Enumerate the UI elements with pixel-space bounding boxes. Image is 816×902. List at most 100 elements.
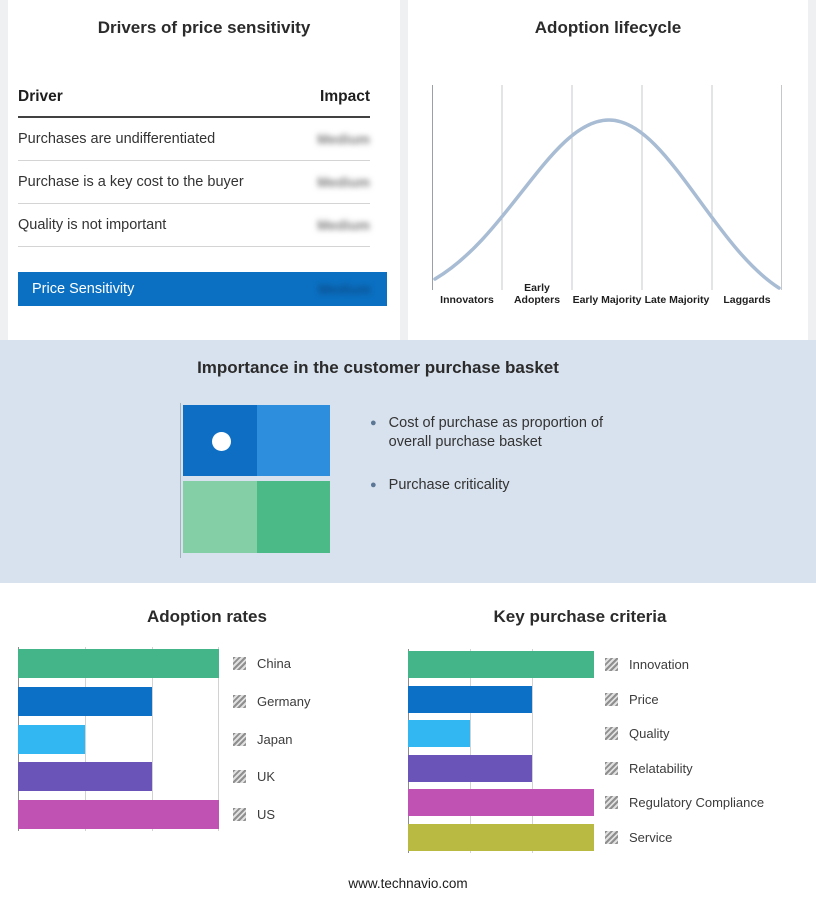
bottom-section: Adoption rates China Germany Japan UK US… xyxy=(0,583,816,902)
key-purchase-criteria-title: Key purchase criteria xyxy=(493,607,667,626)
stage-labels: Innovators Early Adopters Early Majority… xyxy=(432,281,782,306)
axis-line xyxy=(408,649,409,853)
list-item: ● Purchase criticality xyxy=(370,476,650,495)
column-header-driver: Driver xyxy=(18,88,63,105)
purchase-basket-section: Importance in the customer purchase bask… xyxy=(0,340,816,583)
drivers-panel-title: Drivers of price sensitivity xyxy=(97,18,311,37)
drivers-panel: Drivers of price sensitivity Driver Impa… xyxy=(8,0,400,340)
legend-item: Regulatory Compliance xyxy=(605,789,764,816)
legend-item: China xyxy=(233,649,310,678)
legend-swatch xyxy=(605,761,618,775)
legend-label: Quality xyxy=(629,726,670,742)
key-purchase-criteria-chart xyxy=(408,649,594,853)
driver-cell: Purchase is a key cost to the buyer xyxy=(18,174,244,190)
quadrant-cell-bottom-right xyxy=(257,481,330,553)
adoption-rates-title: Adoption rates xyxy=(147,607,267,626)
marker-dot xyxy=(212,432,231,451)
lifecycle-panel-title: Adoption lifecycle xyxy=(534,18,682,37)
bullet-list: ● Cost of purchase as proportion of over… xyxy=(370,414,650,519)
table-row: Purchases are undifferentiated Medium xyxy=(18,118,370,161)
bar-row xyxy=(408,720,594,748)
bar-service xyxy=(408,823,594,851)
legend-item: Price xyxy=(605,686,764,713)
adoption-curve-chart xyxy=(432,85,782,290)
table-header: Driver Impact xyxy=(18,88,370,118)
bar-price xyxy=(408,685,532,713)
legend-swatch xyxy=(605,692,618,706)
bar-row xyxy=(18,649,219,678)
bar-innovation xyxy=(408,651,594,678)
legend-label: UK xyxy=(257,769,276,785)
stage-label: Early Majority xyxy=(572,293,642,306)
table-row: Quality is not important Medium xyxy=(18,204,370,247)
legend-swatch xyxy=(605,658,618,671)
legend-label: Relatability xyxy=(629,760,693,776)
legend-item: UK xyxy=(233,762,310,791)
legend-swatch xyxy=(233,657,246,670)
bar-row xyxy=(408,789,594,817)
legend-swatch xyxy=(605,727,618,741)
legend-label: Price xyxy=(629,691,659,707)
impact-cell-redacted: Medium xyxy=(317,174,370,190)
purchase-basket-title: Importance in the customer purchase bask… xyxy=(197,358,559,377)
bell-curve xyxy=(433,118,781,290)
legend-label: Japan xyxy=(257,731,293,747)
legend-swatch xyxy=(233,694,246,708)
legend-label: Germany xyxy=(257,693,311,709)
impact-cell-redacted: Medium xyxy=(318,281,371,297)
legend-item: Relatability xyxy=(605,755,764,782)
price-sensitivity-row: Price Sensitivity Medium xyxy=(18,272,387,306)
bar-row xyxy=(408,823,594,851)
driver-cell: Purchases are undifferentiated xyxy=(18,131,216,147)
quadrant-axis xyxy=(180,403,181,558)
stage-label: Innovators xyxy=(440,293,494,306)
gridline xyxy=(85,647,86,831)
bar-japan xyxy=(18,724,85,754)
legend-item: US xyxy=(233,800,310,829)
legend-item: Quality xyxy=(605,720,764,747)
gridline xyxy=(470,649,471,853)
bullet-text: Purchase criticality xyxy=(388,477,510,493)
bullet-icon: ● xyxy=(370,479,377,491)
top-section: Drivers of price sensitivity Driver Impa… xyxy=(0,0,816,340)
bar-rows xyxy=(408,651,594,851)
quadrant-cell-top-left xyxy=(183,405,257,476)
legend-item: Service xyxy=(605,824,764,851)
stage-label: Laggards xyxy=(723,293,771,306)
quadrant-graphic xyxy=(183,405,330,553)
bar-us xyxy=(18,800,219,829)
bar-row xyxy=(18,762,219,792)
bar-quality xyxy=(408,720,470,748)
bar-germany xyxy=(18,686,152,716)
bar-row xyxy=(408,685,594,713)
bar-rows xyxy=(18,649,219,829)
legend-label: Service xyxy=(629,829,673,845)
gridline xyxy=(152,647,153,831)
lifecycle-panel: Adoption lifecycle Innovators Early Adop… xyxy=(408,0,808,340)
gridline xyxy=(218,647,219,831)
bar-relatability xyxy=(408,754,532,782)
quadrant-cell-bottom-left xyxy=(183,481,257,553)
bar-row xyxy=(408,651,594,678)
legend-swatch xyxy=(233,732,246,746)
bullet-text: Cost of purchase as proportion of overal… xyxy=(388,415,604,450)
stage-label: Early Adopters xyxy=(513,281,561,306)
legend-item: Germany xyxy=(233,687,310,716)
legend-item: Innovation xyxy=(605,651,764,678)
bar-regulatory-compliance xyxy=(408,789,594,817)
bar-china xyxy=(18,649,219,678)
table-row: Purchase is a key cost to the buyer Medi… xyxy=(18,161,370,204)
bullet-icon: ● xyxy=(370,417,377,429)
impact-cell-redacted: Medium xyxy=(317,131,370,147)
bar-row xyxy=(408,754,594,782)
bar-row xyxy=(18,686,219,716)
price-sensitivity-label: Price Sensitivity xyxy=(32,281,135,297)
footer-url: www.technavio.com xyxy=(348,876,468,891)
driver-cell: Quality is not important xyxy=(18,217,167,233)
legend-swatch xyxy=(605,830,618,844)
bar-uk xyxy=(18,762,152,792)
adoption-rates-chart xyxy=(18,647,219,831)
list-item: ● Cost of purchase as proportion of over… xyxy=(370,414,650,452)
drivers-table: Driver Impact Purchases are undifferenti… xyxy=(18,88,370,247)
